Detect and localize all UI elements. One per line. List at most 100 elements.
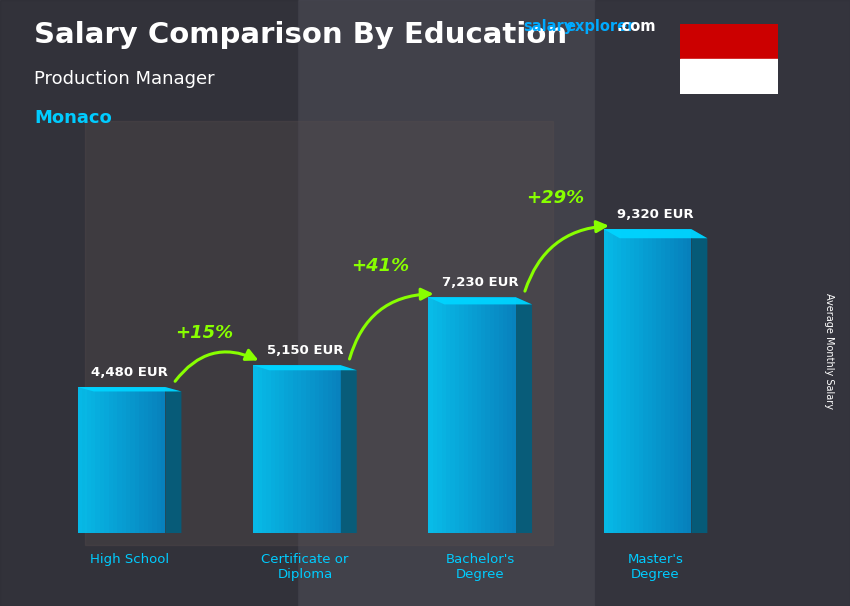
Polygon shape <box>683 229 687 533</box>
Polygon shape <box>674 229 678 533</box>
Polygon shape <box>297 365 302 533</box>
Polygon shape <box>626 229 630 533</box>
Text: Monaco: Monaco <box>34 109 111 127</box>
Polygon shape <box>122 387 126 533</box>
Polygon shape <box>258 365 262 533</box>
Bar <box>680 24 778 59</box>
Polygon shape <box>302 365 306 533</box>
Polygon shape <box>156 387 162 533</box>
Bar <box>85 121 552 545</box>
Text: +41%: +41% <box>351 257 409 275</box>
Polygon shape <box>306 365 310 533</box>
Polygon shape <box>280 365 284 533</box>
Polygon shape <box>337 365 341 533</box>
Polygon shape <box>678 229 683 533</box>
Text: Salary Comparison By Education: Salary Comparison By Education <box>34 21 567 49</box>
Polygon shape <box>477 298 481 533</box>
Polygon shape <box>99 387 105 533</box>
Polygon shape <box>105 387 109 533</box>
Polygon shape <box>613 229 617 533</box>
Text: Bachelor's
Degree: Bachelor's Degree <box>445 553 515 581</box>
Text: +29%: +29% <box>526 189 584 207</box>
Text: +15%: +15% <box>175 324 234 342</box>
Polygon shape <box>621 229 626 533</box>
Polygon shape <box>665 229 670 533</box>
Polygon shape <box>323 365 327 533</box>
Polygon shape <box>91 387 95 533</box>
Bar <box>680 59 778 94</box>
Text: explorer: explorer <box>565 19 635 35</box>
Polygon shape <box>284 365 288 533</box>
Polygon shape <box>152 387 156 533</box>
Polygon shape <box>275 365 280 533</box>
Polygon shape <box>310 365 314 533</box>
Polygon shape <box>87 387 91 533</box>
Polygon shape <box>516 298 532 533</box>
Text: 4,480 EUR: 4,480 EUR <box>91 366 168 379</box>
Polygon shape <box>481 298 485 533</box>
Polygon shape <box>468 298 473 533</box>
Bar <box>0 0 298 606</box>
Polygon shape <box>428 298 532 304</box>
Polygon shape <box>253 365 258 533</box>
Polygon shape <box>144 387 148 533</box>
Polygon shape <box>428 298 433 533</box>
Text: .com: .com <box>616 19 655 35</box>
Polygon shape <box>135 387 139 533</box>
Polygon shape <box>617 229 621 533</box>
Polygon shape <box>604 229 707 238</box>
Polygon shape <box>608 229 613 533</box>
Polygon shape <box>166 387 181 533</box>
Polygon shape <box>442 298 446 533</box>
Polygon shape <box>319 365 323 533</box>
Bar <box>298 0 595 606</box>
Polygon shape <box>450 298 455 533</box>
Polygon shape <box>446 298 450 533</box>
Polygon shape <box>459 298 463 533</box>
Polygon shape <box>113 387 117 533</box>
Polygon shape <box>314 365 319 533</box>
Text: Production Manager: Production Manager <box>34 70 214 88</box>
Polygon shape <box>507 298 512 533</box>
Polygon shape <box>162 387 166 533</box>
Polygon shape <box>78 387 181 391</box>
Polygon shape <box>266 365 270 533</box>
Polygon shape <box>262 365 266 533</box>
Text: Master's
Degree: Master's Degree <box>627 553 683 581</box>
Polygon shape <box>78 387 82 533</box>
Polygon shape <box>332 365 337 533</box>
Polygon shape <box>288 365 292 533</box>
Polygon shape <box>341 365 357 533</box>
Polygon shape <box>109 387 113 533</box>
Polygon shape <box>485 298 490 533</box>
Polygon shape <box>253 365 357 370</box>
Polygon shape <box>630 229 634 533</box>
Polygon shape <box>117 387 122 533</box>
Polygon shape <box>499 298 503 533</box>
Text: Average Monthly Salary: Average Monthly Salary <box>824 293 834 410</box>
Polygon shape <box>139 387 144 533</box>
Text: 5,150 EUR: 5,150 EUR <box>267 344 343 358</box>
Text: 7,230 EUR: 7,230 EUR <box>442 276 518 290</box>
Polygon shape <box>643 229 648 533</box>
Text: 9,320 EUR: 9,320 EUR <box>617 208 694 221</box>
Polygon shape <box>503 298 507 533</box>
Polygon shape <box>126 387 130 533</box>
Polygon shape <box>604 229 608 533</box>
Polygon shape <box>437 298 442 533</box>
Text: High School: High School <box>90 553 169 566</box>
Text: salary: salary <box>523 19 573 35</box>
Polygon shape <box>82 387 87 533</box>
Polygon shape <box>130 387 135 533</box>
Polygon shape <box>691 229 707 533</box>
Polygon shape <box>512 298 516 533</box>
Polygon shape <box>327 365 332 533</box>
Polygon shape <box>670 229 674 533</box>
Text: Certificate or
Diploma: Certificate or Diploma <box>261 553 348 581</box>
Polygon shape <box>148 387 152 533</box>
Bar <box>595 0 850 606</box>
Polygon shape <box>270 365 275 533</box>
Polygon shape <box>490 298 494 533</box>
Polygon shape <box>634 229 639 533</box>
Polygon shape <box>660 229 666 533</box>
